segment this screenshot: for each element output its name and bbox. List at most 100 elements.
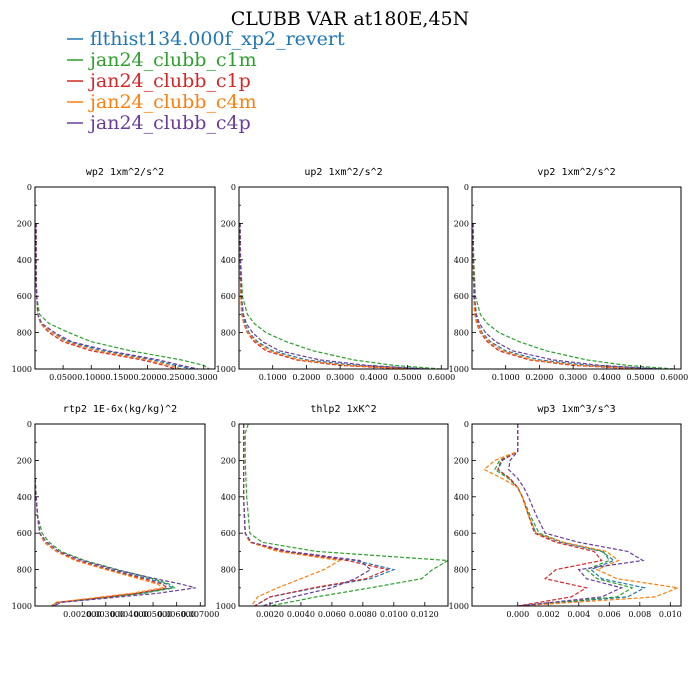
y-tick-label: 0 [464, 183, 469, 192]
x-tick-label: 0.0040 [287, 610, 315, 619]
x-tick-label: 0.1000 [259, 373, 287, 382]
series-line [243, 424, 372, 606]
y-tick-label: 400 [17, 256, 32, 265]
x-tick-label: 0.003000 [87, 610, 125, 619]
y-tick-label: 200 [221, 456, 236, 465]
x-tick-label: 0.1000 [77, 373, 105, 382]
series-line [35, 478, 169, 606]
y-tick-label: 600 [17, 529, 32, 538]
x-tick-label: 0.002 [537, 610, 560, 619]
y-tick-label: 1000 [12, 365, 32, 374]
chart-panel: vp2 1xm^2/s^2 0 200 400 600 800 1000 0.1000 0.20… [449, 167, 689, 382]
y-tick-label: 0 [27, 183, 32, 192]
legend-label: jan24_clubb_c1m [88, 49, 257, 71]
legend-label: jan24_clubb_c1p [88, 70, 251, 92]
y-tick-label: 200 [454, 456, 469, 465]
panel-title: thlp2 1xK^2 [310, 404, 376, 415]
chart-panel: rtp2 1E-6x(kg/kg)^2 0 200 400 600 800 1000 0.00… [12, 404, 220, 619]
panel-title: vp2 1xm^2/s^2 [537, 167, 615, 178]
x-tick-label: 0.006 [598, 610, 621, 619]
x-tick-label: 0.0020 [256, 610, 284, 619]
legend: flthist134.000f_xp2_revertjan24_clubb_c1… [67, 28, 345, 134]
series-line [472, 223, 661, 369]
x-tick-label: 0.0100 [380, 610, 408, 619]
series-line [243, 424, 390, 606]
x-tick-label: 0.3000 [190, 373, 218, 382]
y-tick-label: 1000 [12, 602, 32, 611]
chart-panel: thlp2 1xK^2 0 200 400 600 800 1000 0.0020 0.0040… [216, 404, 449, 619]
panel-title: rtp2 1E-6x(kg/kg)^2 [63, 404, 177, 415]
x-tick-label: 0.008 [628, 610, 651, 619]
y-tick-label: 400 [221, 493, 236, 502]
x-tick-label: 0.004 [567, 610, 590, 619]
x-tick-label: 0.4000 [593, 373, 621, 382]
x-tick-label: 0.4000 [360, 373, 388, 382]
y-tick-label: 0 [464, 420, 469, 429]
y-tick-label: 800 [17, 329, 32, 338]
y-tick-label: 800 [221, 329, 236, 338]
series-group [35, 478, 196, 606]
series-line [35, 478, 176, 606]
series-line [494, 424, 634, 606]
series-line [35, 478, 196, 606]
chart-panel: wp2 1xm^2/s^2 0 200 400 600 800 1000 0.0500 0.10… [12, 167, 218, 382]
legend-entry: jan24_clubb_c4p [67, 112, 251, 134]
x-tick-label: 0.1000 [492, 373, 520, 382]
x-tick-label: 0.000 [506, 610, 529, 619]
x-tick-label: 0.6000 [660, 373, 688, 382]
x-tick-label: 0.005000 [134, 610, 172, 619]
series-group [483, 424, 681, 606]
y-tick-label: 800 [454, 566, 469, 575]
x-tick-label: 0.6000 [427, 373, 455, 382]
series-line [483, 424, 681, 606]
y-tick-label: 400 [17, 493, 32, 502]
series-line [507, 424, 645, 606]
x-tick-label: 0.007000 [181, 610, 219, 619]
y-tick-label: 800 [221, 566, 236, 575]
legend-entry: jan24_clubb_c4m [67, 91, 257, 113]
x-tick-label: 0.5000 [627, 373, 655, 382]
y-tick-label: 1000 [449, 365, 469, 374]
y-tick-label: 600 [454, 529, 469, 538]
x-tick-label: 0.2500 [162, 373, 190, 382]
plot-frame [34, 423, 206, 607]
series-line [239, 223, 428, 369]
y-tick-label: 0 [231, 183, 236, 192]
series-line [35, 223, 176, 369]
x-tick-label: 0.006000 [158, 610, 196, 619]
series-line [35, 478, 164, 606]
x-tick-label: 0.0060 [318, 610, 346, 619]
x-tick-label: 0.2000 [292, 373, 320, 382]
chart-panel: up2 1xm^2/s^2 0 200 400 600 800 1000 0.1000 0.20… [216, 167, 456, 382]
series-line [243, 424, 396, 606]
y-tick-label: 1000 [449, 602, 469, 611]
series-group [239, 223, 442, 369]
legend-entry: jan24_clubb_c1p [67, 70, 251, 92]
x-tick-label: 0.0080 [349, 610, 377, 619]
legend-entry: flthist134.000f_xp2_revert [67, 28, 345, 50]
y-tick-label: 600 [17, 292, 32, 301]
x-tick-label: 0.0120 [411, 610, 439, 619]
panel-title: up2 1xm^2/s^2 [304, 167, 382, 178]
plot-frame [238, 423, 449, 607]
y-tick-label: 200 [221, 219, 236, 228]
series-group [243, 424, 448, 606]
x-tick-label: 0.0500 [49, 373, 77, 382]
x-tick-label: 0.004000 [110, 610, 148, 619]
plot-frame [238, 186, 449, 370]
x-tick-label: 0.2000 [134, 373, 162, 382]
y-tick-label: 0 [231, 420, 236, 429]
x-tick-label: 0.002000 [63, 610, 101, 619]
series-line [472, 223, 658, 369]
y-tick-label: 1000 [216, 602, 236, 611]
series-line [35, 478, 174, 606]
y-tick-label: 600 [221, 529, 236, 538]
series-group [35, 223, 210, 369]
plot-frame [471, 423, 682, 607]
x-tick-label: 0.5000 [394, 373, 422, 382]
chart-panel: wp3 1xm^3/s^3 0 200 400 600 800 1000 0.000 0.002… [449, 404, 682, 619]
x-tick-label: 0.1500 [105, 373, 133, 382]
plot-frame [471, 186, 682, 370]
